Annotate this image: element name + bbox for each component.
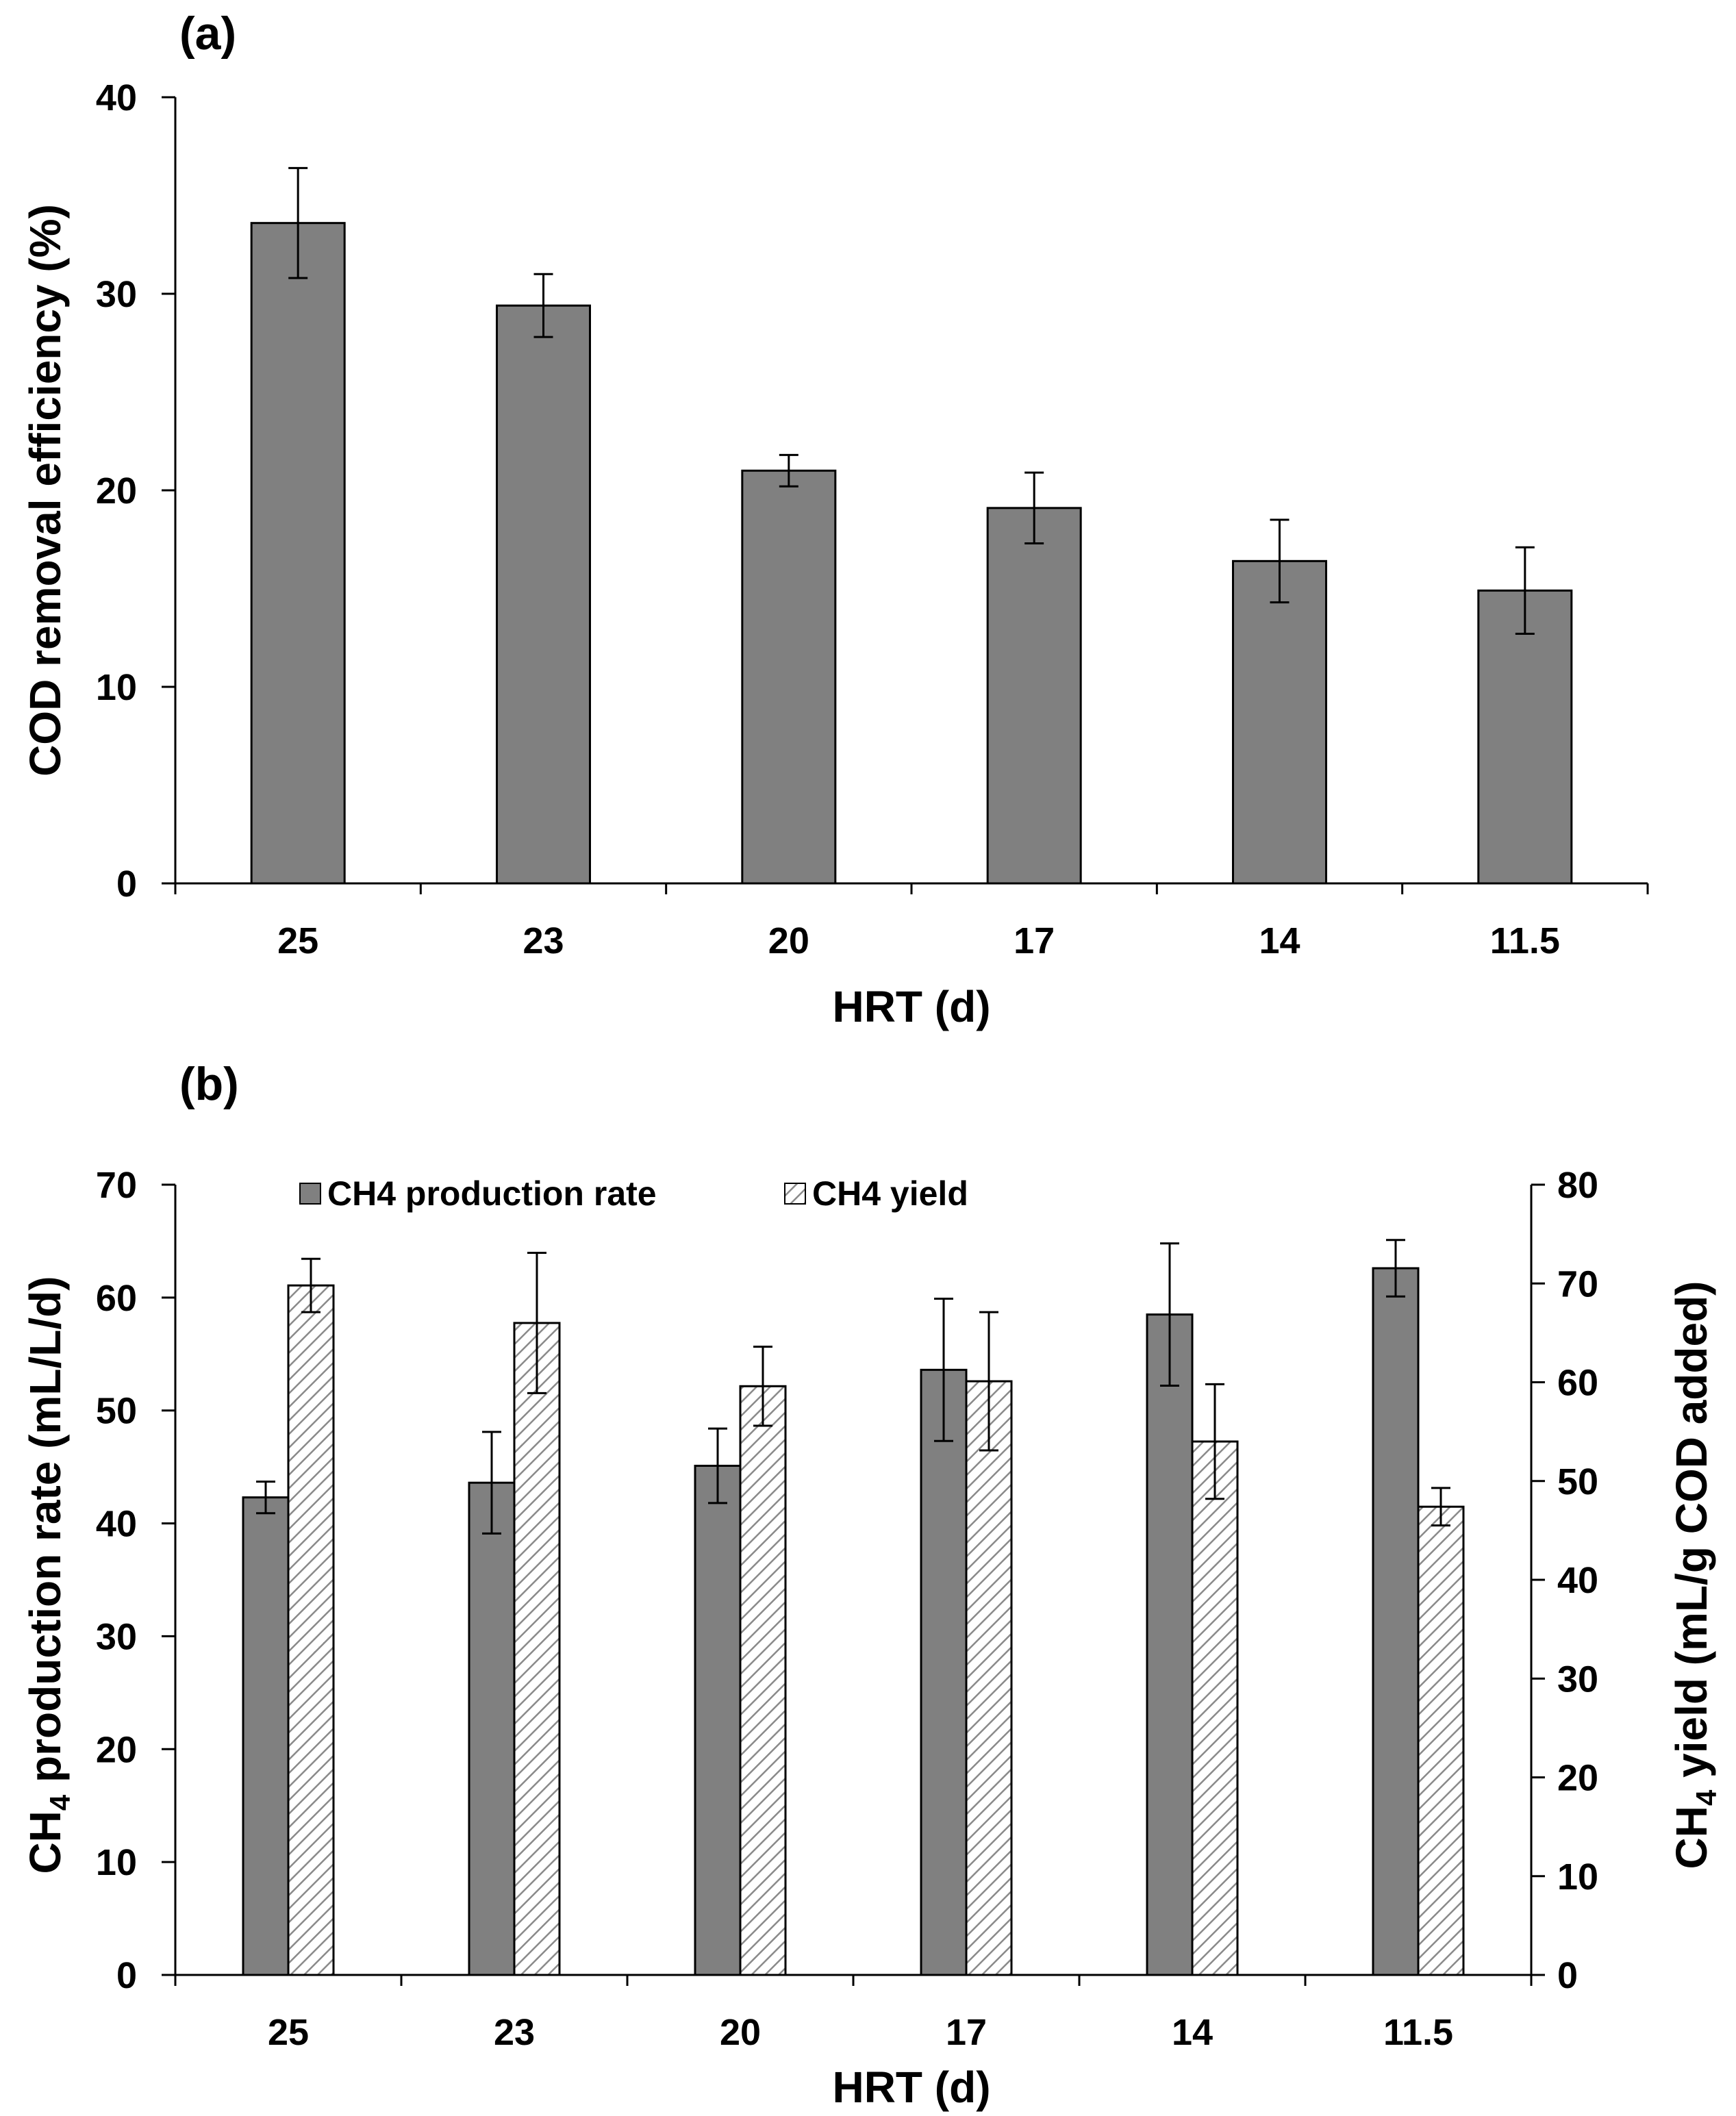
legend-swatch-rate <box>299 1183 321 1205</box>
panel-b-y2-title-sub: 4 <box>1690 1789 1722 1806</box>
panel-a-x-tick-label-20: 20 <box>768 920 809 961</box>
panel-b-x-tick-label-25: 25 <box>268 2012 309 2053</box>
panel-b-y-tick-label-10: 10 <box>96 1842 137 1883</box>
panel-b-y2-title-suffix: yield (mL/g COD added) <box>1667 1281 1716 1790</box>
panel-b-rate-bar-20 <box>694 1464 742 1976</box>
panel-b-label: (b) <box>179 1058 239 1110</box>
panel-b-y-tick-label-20: 20 <box>96 1729 137 1770</box>
panel-a-bar-14 <box>1232 559 1327 885</box>
panel-a-bar-25 <box>250 222 346 885</box>
panel-b-y2-tick-label-50: 50 <box>1557 1461 1598 1502</box>
panel-b-yield-bar-20 <box>739 1385 787 1976</box>
panel-b-rate-bar-23 <box>468 1481 516 1976</box>
panel-b-y-title-sub: 4 <box>44 1794 76 1811</box>
panel-b-y2-axis-title: CH4 yield (mL/g COD added) <box>1667 1281 1722 1869</box>
panel-b-y-tick-label-40: 40 <box>96 1504 137 1545</box>
panel-b-y2-tick-label-60: 60 <box>1557 1363 1598 1404</box>
panel-b-y2-tick-label-0: 0 <box>1557 1955 1578 1996</box>
panel-a-x-tick-label-14: 14 <box>1259 920 1300 961</box>
panel-b-y-tick-label-50: 50 <box>96 1391 137 1432</box>
panel-b-y-tick-label-0: 0 <box>116 1955 137 1996</box>
panel-a-bar-11-5 <box>1477 589 1573 885</box>
panel-b-y-title-prefix: CH <box>21 1811 70 1874</box>
panel-b-y-tick-label-70: 70 <box>96 1165 137 1206</box>
panel-a-y-tick-label-30: 30 <box>96 274 137 315</box>
panel-a-bar-20 <box>741 469 837 885</box>
panel-b-x-tick-label-23: 23 <box>494 2012 535 2053</box>
panel-b-x-axis-title: HRT (d) <box>832 2063 990 2112</box>
legend-swatch-yield <box>784 1183 806 1205</box>
legend-label-yield: CH4 yield <box>812 1174 968 1213</box>
panel-b-rate-bar-11-5 <box>1372 1267 1420 1976</box>
panel-b-y-axis-title: CH4 production rate (mL/L/d) <box>21 1276 76 1874</box>
panel-b-yield-bar-23 <box>513 1322 561 1976</box>
panel-b-x-tick-label-11-5: 11.5 <box>1383 2012 1453 2053</box>
panel-b-y2-tick-label-70: 70 <box>1557 1263 1598 1305</box>
panel-a-label: (a) <box>179 8 236 60</box>
panel-b-y-title-suffix: production rate (mL/L/d) <box>21 1276 70 1794</box>
panel-b-x-tick-label-20: 20 <box>720 2012 761 2053</box>
panel-b-x-tick-label-17: 17 <box>946 2012 987 2053</box>
panel-a-x-tick-label-25: 25 <box>277 920 318 961</box>
panel-a-y-tick-label-40: 40 <box>96 77 137 118</box>
panel-b-y2-tick-label-40: 40 <box>1557 1560 1598 1601</box>
panel-b-yield-bar-11-5 <box>1417 1505 1465 1976</box>
panel-b-rate-bar-17 <box>920 1368 968 1976</box>
panel-a-y-tick-label-10: 10 <box>96 667 137 708</box>
panel-b-y2-tick-label-80: 80 <box>1557 1165 1598 1206</box>
panel-b-yield-bar-14 <box>1191 1440 1239 1976</box>
panel-a-x-tick-label-17: 17 <box>1014 920 1055 961</box>
panel-b-y2-title-prefix: CH <box>1667 1806 1716 1869</box>
legend-label-rate: CH4 production rate <box>327 1174 657 1213</box>
panel-a-x-axis-title: HRT (d) <box>832 982 990 1031</box>
panel-b-y-tick-label-60: 60 <box>96 1278 137 1319</box>
panel-b-rate-bar-25 <box>242 1496 290 1976</box>
panel-b-x-tick-label-14: 14 <box>1172 2012 1213 2053</box>
panel-a-y-tick-label-20: 20 <box>96 470 137 512</box>
panel-b-bars <box>242 1239 1465 1976</box>
panel-a-tick-labels: 0 10 20 30 40 25 23 20 17 14 11.5 <box>96 77 1560 961</box>
panel-a-bars <box>250 166 1573 885</box>
panel-a-y-tick-label-0: 0 <box>116 864 137 905</box>
panel-a-axes <box>162 96 1649 894</box>
panel-b-yield-bar-17 <box>965 1380 1013 1976</box>
panel-a-x-tick-label-23: 23 <box>523 920 564 961</box>
panel-a-bar-23 <box>496 304 591 885</box>
panel-b-y2-tick-label-20: 20 <box>1557 1758 1598 1799</box>
panel-b-y2-tick-label-10: 10 <box>1557 1856 1598 1898</box>
panel-b-rate-bar-14 <box>1146 1313 1194 1976</box>
panel-b-y2-tick-label-30: 30 <box>1557 1659 1598 1700</box>
panel-b-yield-bar-25 <box>287 1284 335 1976</box>
panel-b-axes <box>162 1183 1545 1986</box>
panel-a-cod-removal-chart: (a) 0 10 20 30 40 25 23 20 17 14 11.5 HRT (d) COD … <box>21 8 1649 1031</box>
panel-a-x-tick-label-11-5: 11.5 <box>1490 920 1560 961</box>
panel-b-legend: CH4 production rate CH4 yield <box>299 1174 968 1213</box>
panel-b-tick-labels: 0 10 20 30 40 50 60 70 0 10 20 30 40 50 60 70 80 25 23 20 17… <box>96 1165 1598 2053</box>
panel-b-y-tick-label-30: 30 <box>96 1616 137 1657</box>
panel-b-methane-chart: (b) 0 10 20 30 40 50 60 70 0 10 20 30 40 50 60 70 80 25 23… <box>21 1058 1722 2112</box>
panel-a-bar-17 <box>986 507 1082 885</box>
panel-a-y-axis-title: COD removal efficiency (%) <box>21 204 70 777</box>
